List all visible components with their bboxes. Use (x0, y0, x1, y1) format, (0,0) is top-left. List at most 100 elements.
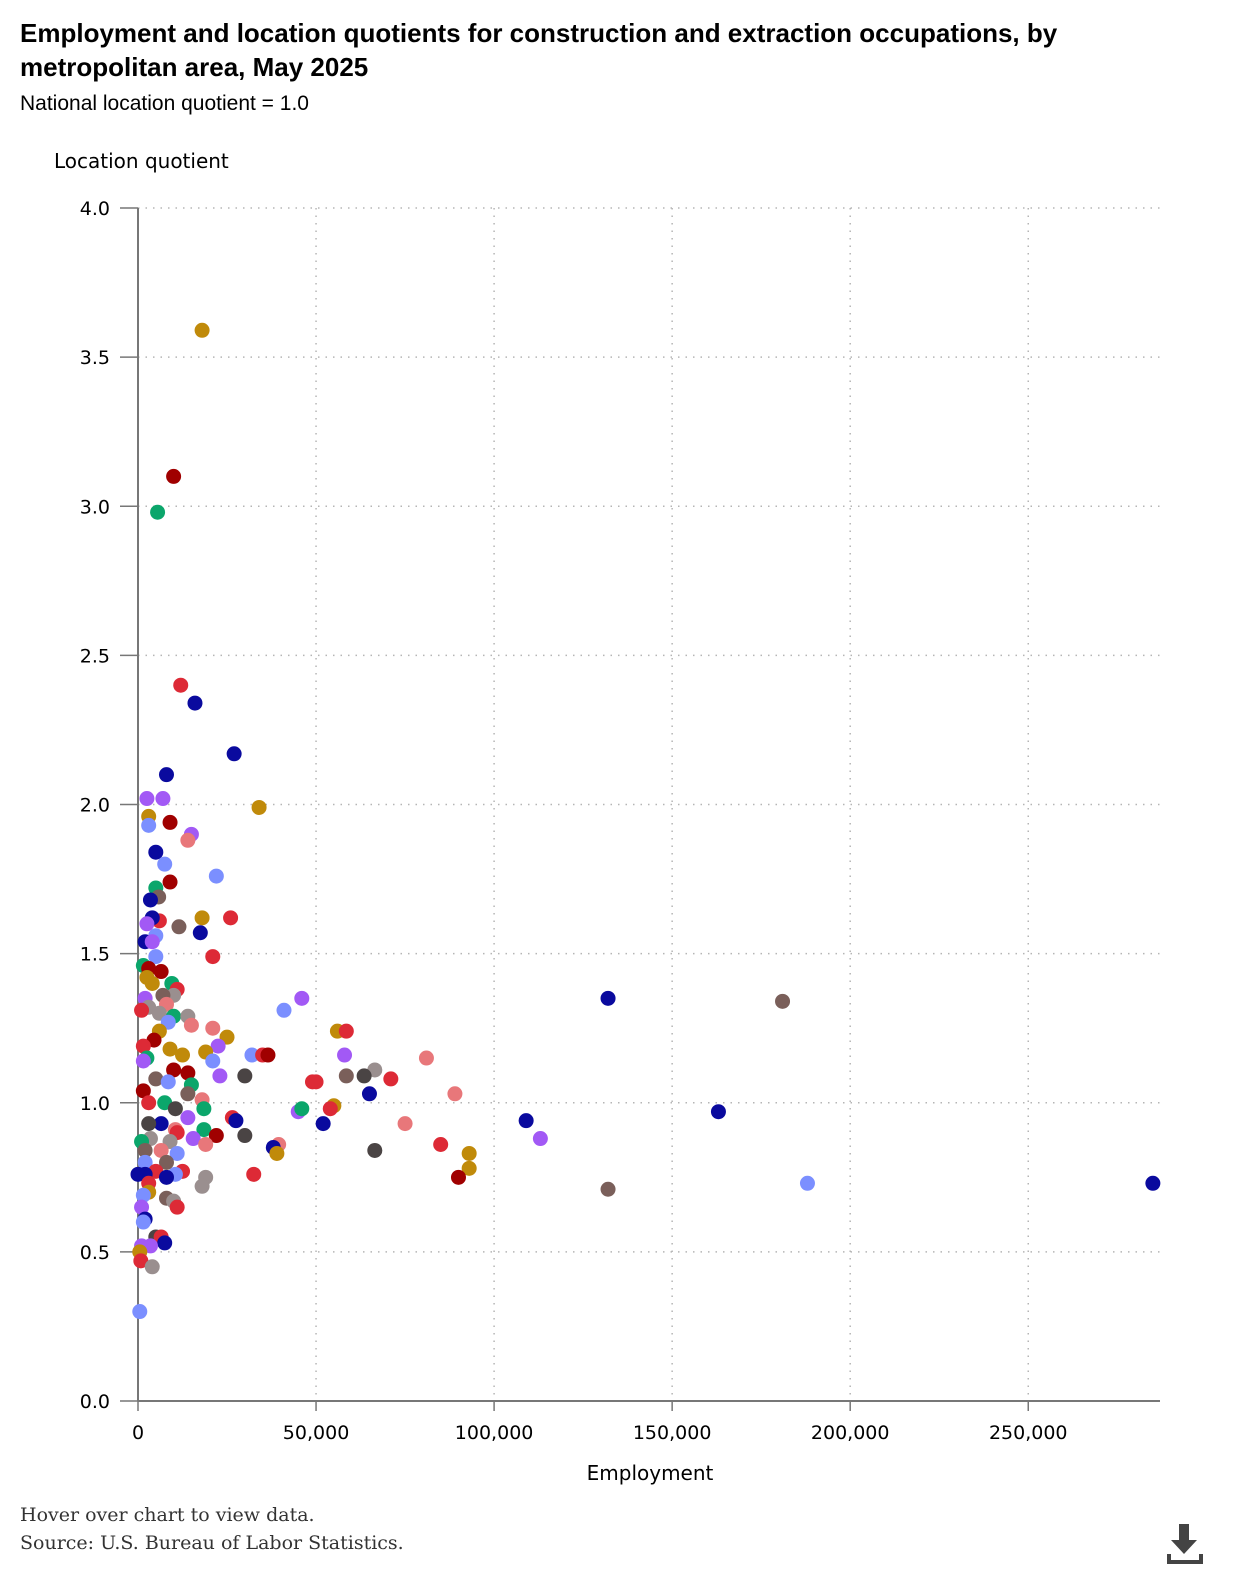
data-point[interactable]: 2,000, 0.84 (137, 1142, 153, 1158)
data-point[interactable]: 32,000, 1.16 (244, 1047, 260, 1063)
data-point[interactable]: 8,000, 0.75 (158, 1169, 174, 1185)
data-point[interactable]: 6,500, 0.93 (153, 1116, 169, 1132)
data-point[interactable]: 58,500, 1.09 (338, 1068, 354, 1084)
data-point[interactable]: 27,500, 0.94 (228, 1113, 244, 1129)
data-point[interactable]: 18,000, 3.59 (194, 322, 210, 338)
data-point[interactable]: 132,000, 0.71 (600, 1181, 616, 1197)
data-points[interactable]: 18,000, 3.59 10,000, 3.1 5,500, 2.98 12,000… (130, 322, 1161, 1320)
data-point[interactable]: 22,000, 0.89 (208, 1128, 224, 1144)
data-point[interactable]: 18,500, 0.91 (196, 1122, 212, 1138)
data-point[interactable]: 10,500, 0.98 (167, 1101, 183, 1117)
data-point[interactable]: 58,000, 1.16 (337, 1047, 353, 1063)
data-point[interactable]: 1,500, 1.14 (135, 1053, 151, 1069)
data-point[interactable]: 9,000, 1.94 (162, 814, 178, 830)
data-point[interactable]: 7,500, 0.53 (157, 1235, 173, 1251)
data-point[interactable]: 3,000, 1 (141, 1095, 157, 1111)
data-point[interactable]: 19,000, 0.86 (198, 1137, 214, 1153)
data-point[interactable]: 9,000, 1.18 (162, 1041, 178, 1057)
data-point[interactable]: 22,000, 1.76 (208, 868, 224, 884)
data-point[interactable]: 3,000, 1.93 (141, 817, 157, 833)
data-point[interactable]: 5,500, 2.98 (150, 504, 166, 520)
data-point[interactable]: 16,000, 2.34 (187, 695, 203, 711)
data-point[interactable]: 188,000, 0.73 (799, 1175, 815, 1191)
data-point[interactable]: 11,500, 1.59 (171, 919, 187, 935)
data-point[interactable]: 23,000, 1.09 (212, 1068, 228, 1084)
data-point[interactable]: 21,000, 1.49 (205, 949, 221, 965)
data-point[interactable]: 11,000, 0.83 (169, 1145, 185, 1161)
data-point[interactable]: 90,000, 0.75 (450, 1169, 466, 1185)
data-point[interactable]: 18,000, 1.62 (194, 910, 210, 926)
data-point[interactable]: 3,000, 0.93 (141, 1116, 157, 1132)
data-point[interactable]: 46,000, 0.98 (294, 1101, 310, 1117)
data-point[interactable]: 6,500, 0.84 (153, 1142, 169, 1158)
data-point[interactable]: 93,000, 0.78 (461, 1160, 477, 1176)
data-point[interactable]: 46,000, 1.35 (294, 990, 310, 1006)
data-point[interactable]: 65,000, 1.03 (361, 1086, 377, 1102)
data-point[interactable]: 15,500, 0.88 (185, 1131, 201, 1147)
data-point[interactable]: 89,000, 1.03 (447, 1086, 463, 1102)
data-point[interactable]: 1,500, 1.04 (135, 1083, 151, 1099)
data-point[interactable]: 93,000, 0.83 (461, 1145, 477, 1161)
data-point[interactable]: 1,500, 0.69 (135, 1187, 151, 1203)
data-point[interactable]: 17,500, 1.57 (192, 925, 208, 941)
data-point[interactable]: 0, 0.76 (130, 1166, 146, 1182)
data-point[interactable]: 41,000, 1.31 (276, 1002, 292, 1018)
data-point[interactable]: 7,500, 1.8 (157, 856, 173, 872)
data-point[interactable]: 8,500, 1.07 (160, 1074, 176, 1090)
data-point[interactable]: 14,000, 1.88 (180, 832, 196, 848)
data-point[interactable]: 54,000, 0.98 (322, 1101, 338, 1117)
data-point[interactable]: 71,000, 1.08 (383, 1071, 399, 1087)
data-point[interactable]: 163,000, 0.97 (710, 1104, 726, 1120)
data-point[interactable]: 21,000, 1.14 (205, 1053, 221, 1069)
data-point[interactable]: 1,000, 1.31 (134, 1002, 150, 1018)
data-point[interactable]: 75,000, 0.93 (397, 1116, 413, 1132)
data-point[interactable]: 2,500, 1.6 (139, 916, 155, 932)
download-icon[interactable] (1163, 1522, 1207, 1566)
data-point[interactable]: 26,000, 1.62 (223, 910, 239, 926)
data-point[interactable]: 15,000, 1.26 (183, 1017, 199, 1033)
data-point[interactable]: 30,000, 0.89 (237, 1128, 253, 1144)
data-point[interactable]: 36,500, 1.16 (260, 1047, 276, 1063)
data-point[interactable]: 113,000, 0.88 (532, 1131, 548, 1147)
data-point[interactable]: 10,000, 3.1 (166, 468, 182, 484)
data-point[interactable]: 1,500, 1.19 (135, 1038, 151, 1054)
data-point[interactable]: 85,000, 0.86 (433, 1137, 449, 1153)
data-point[interactable]: 66,500, 0.84 (367, 1142, 383, 1158)
data-point[interactable]: 5,000, 1.84 (148, 844, 164, 860)
data-point[interactable]: 500, 0.3 (132, 1304, 148, 1320)
data-point[interactable]: 50,000, 1.07 (308, 1074, 324, 1090)
data-point[interactable]: 14,000, 1.1 (180, 1065, 196, 1081)
data-point[interactable]: 109,000, 0.94 (518, 1113, 534, 1129)
data-point[interactable]: 11,000, 0.65 (169, 1199, 185, 1215)
data-point[interactable]: 14,000, 0.95 (180, 1110, 196, 1126)
data-point[interactable]: 8,000, 2.1 (158, 767, 174, 783)
data-point[interactable]: 30,000, 1.09 (237, 1068, 253, 1084)
data-point[interactable]: 39,000, 0.83 (269, 1145, 285, 1161)
data-point[interactable]: 2,000, 0.8 (137, 1154, 153, 1170)
data-point[interactable]: 800, 0.47 (133, 1253, 149, 1269)
data-point[interactable]: 18,000, 0.72 (194, 1178, 210, 1194)
data-point[interactable]: 22,500, 1.19 (210, 1038, 226, 1054)
data-point[interactable]: 18,500, 0.98 (196, 1101, 212, 1117)
data-point[interactable]: 7,000, 2.02 (155, 791, 171, 807)
data-point[interactable]: 10,000, 1.11 (166, 1062, 182, 1078)
data-point[interactable]: 34,000, 1.99 (251, 799, 267, 815)
data-point[interactable]: 1,000, 0.65 (134, 1199, 150, 1215)
data-point[interactable]: 9,000, 1.74 (162, 874, 178, 890)
scatter-chart[interactable]: 0.0 0.5 1.0 1.5 2.0 2.5 3.0 3.5 4.0 0 50,000 100,00… (0, 130, 1240, 1500)
data-point[interactable]: 58,500, 1.24 (338, 1023, 354, 1039)
data-point[interactable]: 52,000, 0.93 (315, 1116, 331, 1132)
data-point[interactable]: 5,000, 1.08 (148, 1071, 164, 1087)
data-point[interactable]: 2,500, 2.02 (139, 791, 155, 807)
data-point[interactable]: 12,500, 1.16 (175, 1047, 191, 1063)
data-point[interactable]: 27,000, 2.17 (226, 746, 242, 762)
data-point[interactable]: 285,000, 0.73 (1145, 1175, 1161, 1191)
data-point[interactable]: 6,500, 1.44 (153, 964, 169, 980)
data-point[interactable]: 14,000, 1.03 (180, 1086, 196, 1102)
data-point[interactable]: 181,000, 1.34 (775, 993, 791, 1009)
data-point[interactable]: 21,000, 1.25 (205, 1020, 221, 1036)
data-point[interactable]: 4,000, 1.54 (144, 934, 160, 950)
data-point[interactable]: 81,000, 1.15 (418, 1050, 434, 1066)
data-point[interactable]: 4,000, 0.45 (144, 1259, 160, 1275)
data-point[interactable]: 4,000, 1.4 (144, 975, 160, 991)
